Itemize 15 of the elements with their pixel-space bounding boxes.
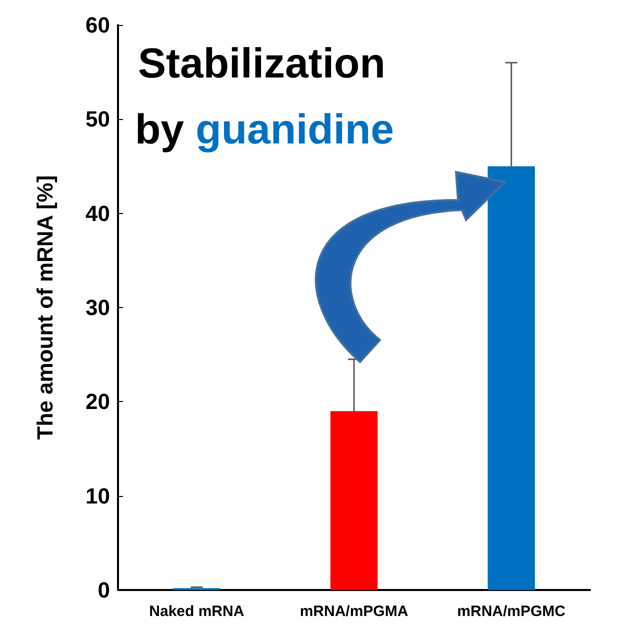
y-axis-title: The amount of mRNA [%]	[32, 175, 58, 440]
x-tick-label: Naked mRNA	[149, 603, 244, 620]
y-tick-label: 40	[86, 200, 110, 226]
y-tick-label: 50	[86, 106, 110, 132]
annotation: Stabilization	[138, 40, 386, 86]
bar	[330, 411, 378, 590]
bar	[488, 166, 535, 590]
y-tick-label: 20	[86, 389, 110, 414]
x-tick-label: mRNA/mPGMC	[457, 603, 566, 620]
y-tick-label: 10	[86, 483, 110, 508]
annotation: by guanidine	[135, 106, 394, 152]
y-tick-label: 30	[86, 295, 110, 320]
y-tick-label: 0	[98, 578, 110, 602]
y-tick-label: 60	[86, 12, 110, 38]
x-tick-label: mRNA/mPGMA	[300, 603, 408, 620]
